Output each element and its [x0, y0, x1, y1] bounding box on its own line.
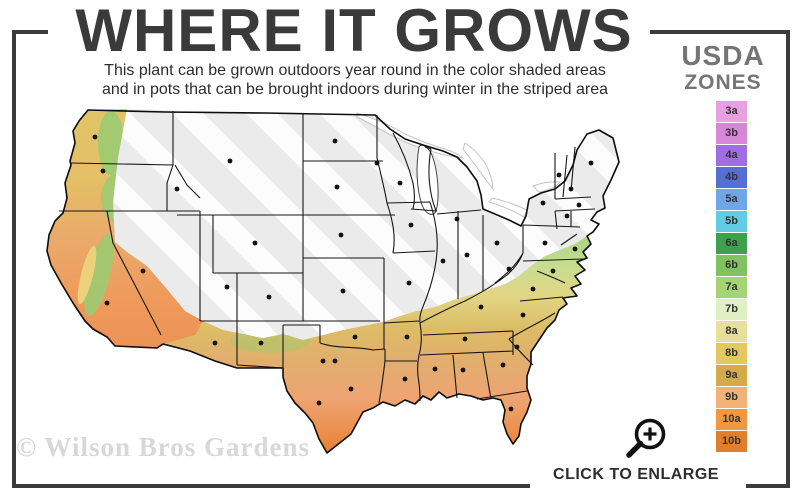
us-outline: [46, 109, 620, 454]
city-dot: [340, 288, 346, 294]
watermark: © Wilson Bros Gardens: [16, 432, 310, 462]
lake-huron: [462, 142, 494, 191]
city-dot: [432, 366, 438, 372]
city-dot: [542, 240, 548, 246]
city-dot: [478, 304, 484, 310]
city-dot: [564, 213, 570, 219]
city-dot: [462, 336, 468, 342]
city-dot: [224, 284, 230, 290]
legend-swatch-9b: 9b: [716, 387, 747, 408]
city-dot: [402, 376, 408, 382]
city-dot: [100, 168, 106, 174]
legend-swatch-9a: 9a: [716, 365, 747, 386]
legend-swatch-5a: 5a: [716, 189, 747, 210]
city-dot: [460, 367, 466, 373]
city-dot: [520, 312, 526, 318]
city-dot: [506, 266, 512, 272]
usda-zones-legend: 3a 3b 4a 4b 5a 5b 6a 6b 7a 7b 8a 8b 9a 9b 10a 10b: [716, 101, 747, 453]
city-dot: [352, 334, 358, 340]
city-dot: [572, 246, 578, 252]
state-borders: [59, 111, 596, 404]
city-dot: [174, 186, 180, 192]
city-dot: [576, 202, 582, 208]
city-dot: [140, 268, 146, 274]
city-dot: [374, 160, 380, 166]
city-dot: [258, 340, 264, 346]
city-dot: [338, 232, 344, 238]
city-dot: [320, 358, 326, 364]
city-dot: [408, 222, 414, 228]
city-dot: [464, 252, 470, 258]
legend-heading-usda: USDA: [681, 40, 765, 71]
city-dot: [556, 172, 562, 178]
click-to-enlarge-label[interactable]: CLICK TO ENLARGE: [545, 466, 727, 484]
magnifier-zoom-icon[interactable]: [622, 414, 674, 462]
legend-swatch-4a: 4a: [716, 145, 747, 166]
city-dot: [104, 300, 110, 306]
city-dot: [540, 200, 546, 206]
page-title: WHERE IT GROWS: [75, 0, 633, 64]
city-dot: [530, 286, 536, 292]
legend-swatch-10b: 10b: [716, 431, 747, 452]
subtitle-line-2: and in pots that can be brought indoors …: [101, 81, 609, 98]
city-dot: [514, 344, 520, 350]
city-dot: [397, 180, 403, 186]
city-dot: [348, 386, 354, 392]
legend-swatch-5b: 5b: [716, 211, 747, 232]
frame-bottom-left-segment: [12, 484, 530, 488]
frame-right: [786, 30, 790, 488]
legend-swatch-8a: 8a: [716, 321, 747, 342]
legend-swatch-3a: 3a: [716, 101, 747, 122]
legend-swatch-8b: 8b: [716, 343, 747, 364]
city-dot: [500, 362, 506, 368]
legend-swatch-7b: 7b: [716, 299, 747, 320]
city-dot: [508, 406, 514, 412]
subtitle: This plant can be grown outdoors year ro…: [45, 61, 665, 99]
legend-swatch-10a: 10a: [716, 409, 747, 430]
city-dot: [252, 240, 258, 246]
city-dot: [212, 340, 218, 346]
legend-heading: USDA ZONES: [655, 40, 791, 94]
usda-zones-map[interactable]: [15, 103, 660, 473]
city-dot: [332, 138, 338, 144]
city-dot: [550, 268, 556, 274]
city-dot: [266, 294, 272, 300]
central-valley-patch: [77, 245, 97, 305]
frame-top-left-segment: [12, 30, 48, 34]
subtitle-line-1: This plant can be grown outdoors year ro…: [104, 62, 606, 79]
city-dot: [588, 160, 594, 166]
lake-ontario: [532, 181, 562, 193]
city-dot: [404, 334, 410, 340]
city-dot: [406, 280, 412, 286]
city-dot: [316, 400, 322, 406]
legend-swatch-7a: 7a: [716, 277, 747, 298]
legend-swatch-6b: 6b: [716, 255, 747, 276]
city-dot: [454, 216, 460, 222]
frame-left: [12, 30, 16, 488]
frame-bottom-right-segment: [746, 484, 790, 488]
city-dots: [92, 134, 594, 412]
great-lakes: [356, 112, 562, 218]
frame-top-right-segment: [650, 30, 790, 34]
lake-superior: [356, 112, 465, 159]
city-dot: [227, 158, 233, 164]
legend-swatch-4b: 4b: [716, 167, 747, 188]
city-dot: [494, 240, 500, 246]
city-dot: [568, 186, 574, 192]
legend-heading-zones: ZONES: [684, 71, 762, 94]
legend-swatch-3b: 3b: [716, 123, 747, 144]
city-dot: [92, 134, 98, 140]
city-dot: [334, 184, 340, 190]
legend-swatch-6a: 6a: [716, 233, 747, 254]
city-dot: [440, 258, 446, 264]
city-dot: [332, 358, 338, 364]
